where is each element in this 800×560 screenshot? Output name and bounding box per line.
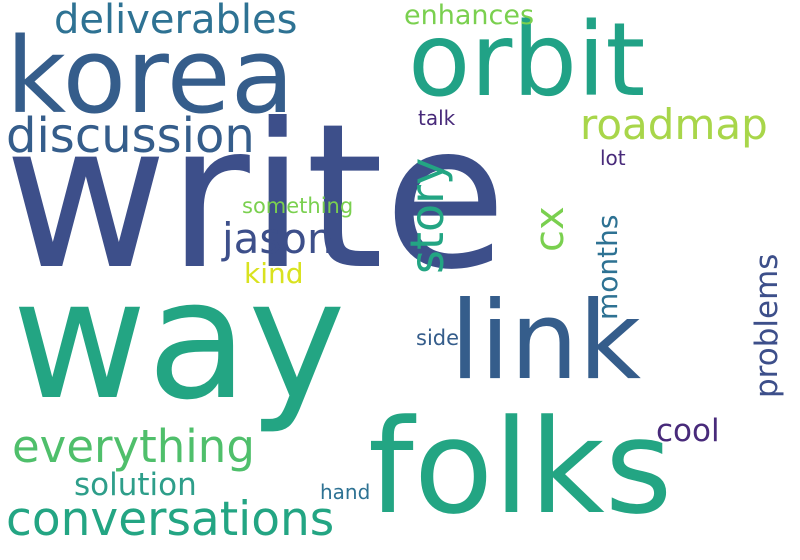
word-problems: problems bbox=[749, 253, 785, 398]
word-hand: hand bbox=[320, 480, 371, 504]
word-orbit: orbit bbox=[408, 1, 646, 120]
word-conversations: conversations bbox=[6, 492, 335, 547]
word-deliverables: deliverables bbox=[54, 0, 298, 43]
word-kind: kind bbox=[244, 257, 304, 290]
word-story-vertical: story bbox=[400, 157, 454, 274]
word-jason: jason bbox=[222, 214, 334, 263]
word-way: way bbox=[12, 244, 346, 436]
word-cx: cx bbox=[527, 206, 573, 252]
word-enhances: enhances bbox=[404, 0, 535, 31]
word-months: months bbox=[591, 214, 624, 320]
word-something: something bbox=[242, 194, 354, 218]
word-korea: korea bbox=[6, 15, 295, 137]
word-roadmap: roadmap bbox=[580, 100, 768, 149]
word-solution: solution bbox=[74, 467, 197, 503]
word-lot: lot bbox=[600, 146, 626, 170]
word-everything: everything bbox=[12, 420, 255, 473]
word-link: link bbox=[450, 279, 642, 404]
word-write: write bbox=[4, 81, 507, 314]
word-side: side bbox=[416, 326, 460, 350]
word-folks: folks bbox=[368, 391, 673, 543]
word-talk: talk bbox=[418, 106, 456, 130]
word-discussion: discussion bbox=[6, 108, 255, 164]
word-cool: cool bbox=[656, 413, 720, 449]
